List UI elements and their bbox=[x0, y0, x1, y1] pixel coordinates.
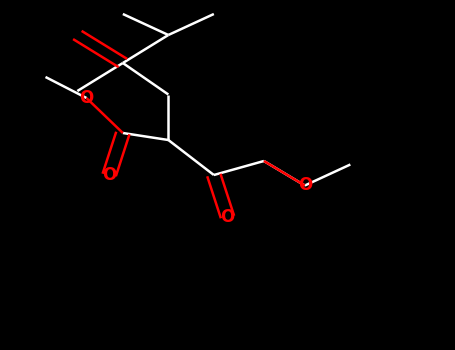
Text: O: O bbox=[220, 208, 235, 226]
Text: O: O bbox=[79, 89, 94, 107]
Text: O: O bbox=[298, 176, 312, 195]
Text: O: O bbox=[102, 166, 116, 184]
